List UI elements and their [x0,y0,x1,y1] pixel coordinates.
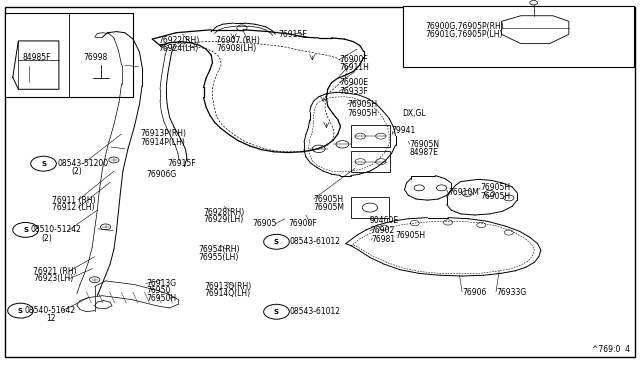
Text: 08543-61012: 08543-61012 [289,237,340,246]
Text: 76998: 76998 [83,53,108,62]
Text: 76905M: 76905M [314,203,344,212]
Text: 08543-61012: 08543-61012 [289,307,340,316]
Text: 76915F: 76915F [168,159,196,168]
Text: 76905H: 76905H [347,109,377,118]
Text: 76929(LH): 76929(LH) [204,215,244,224]
Text: 08510-51242: 08510-51242 [31,225,81,234]
Text: 76950: 76950 [146,286,170,295]
Text: 76907 (RH): 76907 (RH) [216,36,260,45]
Text: 79941: 79941 [392,126,416,135]
Text: S: S [18,308,23,314]
Text: 76900F: 76900F [288,219,317,228]
Text: 76950H: 76950H [146,294,176,303]
Text: 76923(LH): 76923(LH) [33,275,74,283]
Text: 76955(LH): 76955(LH) [198,253,239,262]
Text: 76905H: 76905H [480,183,510,192]
Text: (2): (2) [42,234,52,243]
Text: 76924(LH): 76924(LH) [159,44,199,53]
Text: 76911 (RH): 76911 (RH) [52,196,96,205]
Bar [351,125,390,147]
Text: 76914P(LH): 76914P(LH) [141,138,186,147]
Text: 76922(RH): 76922(RH) [159,36,200,45]
Text: 76905H: 76905H [314,195,344,203]
Bar [351,197,389,218]
Polygon shape [502,16,569,44]
Text: 12: 12 [46,314,56,323]
Text: 76901G,76905P(LH): 76901G,76905P(LH) [426,30,503,39]
Text: 76914Q(LH): 76914Q(LH) [205,289,251,298]
Text: 76905N: 76905N [410,140,440,149]
Text: 76902: 76902 [370,226,394,235]
Text: S: S [41,161,46,167]
Text: ^769:0  4: ^769:0 4 [593,345,630,354]
Text: S: S [23,227,28,233]
Bar [5,13,133,97]
Text: 90460E: 90460E [370,216,399,225]
Text: S: S [274,239,279,245]
Text: 76933G: 76933G [496,288,526,296]
Text: 76981: 76981 [371,235,396,244]
Text: 76928(RH): 76928(RH) [204,208,244,217]
Text: 76911H: 76911H [339,63,369,72]
Text: 76905H: 76905H [396,231,426,240]
Polygon shape [13,41,59,89]
Text: 76900G,76905P(RH): 76900G,76905P(RH) [426,22,504,31]
Text: S: S [274,309,279,315]
Text: 76915E: 76915E [278,30,307,39]
Text: 76908(LH): 76908(LH) [216,44,257,53]
Text: 76913G: 76913G [146,279,176,288]
Text: 76910M: 76910M [448,188,479,197]
Text: 76906G: 76906G [146,170,176,179]
Text: 84987E: 84987E [410,148,438,157]
Text: 76906: 76906 [462,288,486,296]
Text: 76905: 76905 [253,219,277,228]
Text: 76905H: 76905H [347,100,377,109]
Text: 76900E: 76900E [339,78,369,87]
Text: 08543-51200: 08543-51200 [58,159,109,168]
Circle shape [98,55,104,58]
Text: 76921 (RH): 76921 (RH) [33,267,77,276]
Bar [351,151,390,172]
Text: 76900F: 76900F [339,55,368,64]
Text: 76912 (LH): 76912 (LH) [52,203,95,212]
Text: 76954(RH): 76954(RH) [198,246,240,254]
Text: 76933F: 76933F [339,87,368,96]
Text: 76913P(RH): 76913P(RH) [141,129,187,138]
Text: (2): (2) [72,167,83,176]
Text: 08540-51642: 08540-51642 [24,306,76,315]
Text: 76905H: 76905H [480,192,510,201]
Text: 76913Q(RH): 76913Q(RH) [205,282,252,291]
Text: DX,GL: DX,GL [402,109,426,118]
Bar [403,6,634,67]
Text: 84985F: 84985F [22,53,51,62]
